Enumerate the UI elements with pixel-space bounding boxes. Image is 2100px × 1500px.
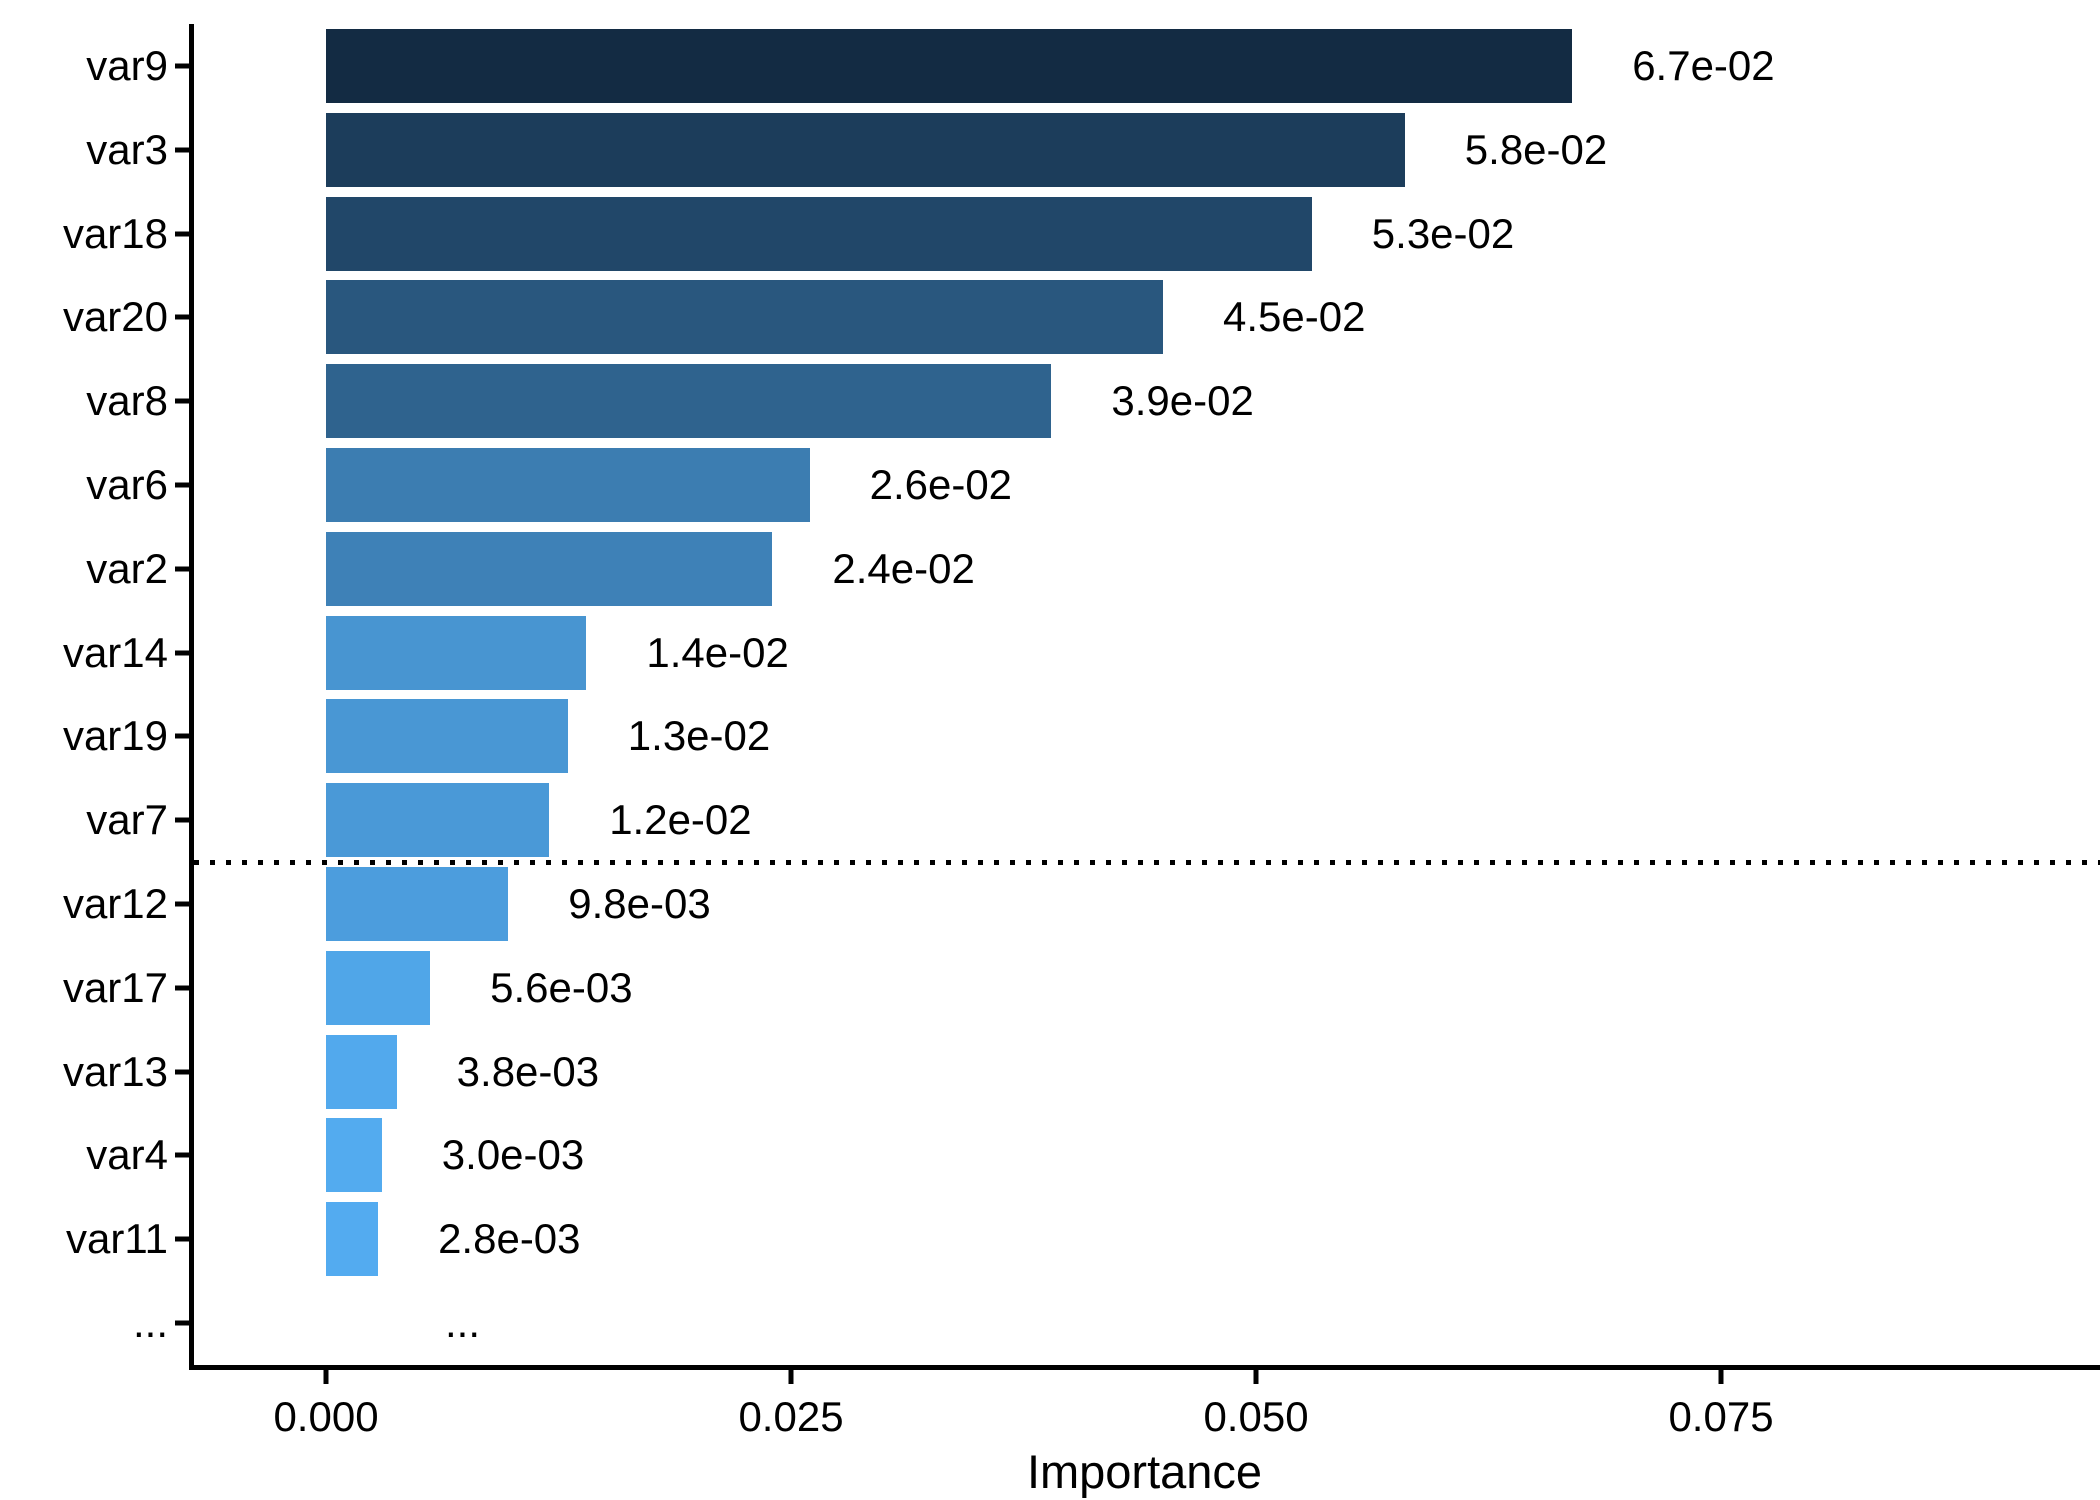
y-axis-label: var4 [86,1131,168,1179]
bar-value-label: 2.8e-03 [438,1215,581,1263]
bar-row: 6.7e-02 [194,24,2100,108]
bar-row: 3.9e-02 [194,359,2100,443]
y-axis-label: var8 [86,377,168,425]
bar-row: 9.8e-03 [194,862,2100,946]
bar-row: 5.3e-02 [194,192,2100,276]
y-axis-tick [175,901,189,907]
bar-value-label: 2.4e-02 [832,544,975,592]
bar [326,867,508,942]
bar [326,531,772,606]
bar-row: 5.8e-02 [194,108,2100,192]
y-axis-tick [175,1069,189,1075]
bar-value-label: 5.6e-03 [490,963,633,1011]
bar-value-label: 4.5e-02 [1223,293,1366,341]
y-axis-tick [175,314,189,320]
x-axis-tick [323,1370,329,1384]
y-axis-tick [175,1236,189,1242]
bar [326,699,568,774]
bar-value-label: 3.0e-03 [441,1131,585,1179]
y-axis-tick [175,63,189,69]
bar-rows: 6.7e-02 5.8e-02 5.3e-02 4.5e-02 3.9e-02 2.6e-… [194,24,2100,1365]
bar [326,615,586,690]
y-axis-tick [175,1152,189,1158]
threshold-dotted-line [194,859,2100,865]
x-axis-tick-label: 0.075 [1668,1393,1774,1440]
y-axis-label: var17 [62,963,168,1011]
y-axis-label: var12 [62,880,168,928]
y-axis-tick [175,733,189,739]
y-axis-label: var9 [86,41,168,89]
bar [326,783,549,858]
y-axis-tick [175,231,189,237]
bar-row: 1.2e-02 [194,778,2100,862]
y-axis-label: var18 [62,209,168,257]
ellipsis-panel-label: ... [445,1299,481,1347]
y-axis-label: var3 [86,125,168,173]
y-axis-tick [175,817,189,823]
bar [326,1118,382,1193]
bar-row: 1.4e-02 [194,611,2100,695]
y-axis-tick [175,1320,189,1326]
y-axis-label: var6 [86,460,168,508]
x-axis-tick [1253,1370,1259,1384]
bar-value-label: 5.8e-02 [1464,125,1608,173]
bar [326,364,1051,439]
y-axis-label: var7 [86,796,168,844]
y-axis-tick [175,147,189,153]
bar-row: 2.8e-03 [194,1197,2100,1281]
bar-value-label: 6.7e-02 [1632,41,1775,89]
bar-value-label: 3.8e-03 [456,1047,600,1095]
bar [326,447,810,522]
x-axis-tick [788,1370,794,1384]
x-axis-tick-label: 0.050 [1203,1393,1309,1440]
bar-value-label: 9.8e-03 [568,880,711,928]
bar [326,28,1572,103]
bar-row: 1.3e-02 [194,695,2100,779]
bar [326,1202,378,1277]
y-axis-label: ... [132,1299,168,1347]
y-axis-tick [175,650,189,656]
bar [326,196,1312,271]
y-axis-label: var11 [66,1215,168,1263]
bar-value-label: 2.6e-02 [869,460,1013,508]
bar-value-label: 3.9e-02 [1111,377,1254,425]
plot-panel: 6.7e-02 5.8e-02 5.3e-02 4.5e-02 3.9e-02 2.6e-… [189,24,2100,1370]
bar [326,1034,397,1109]
bar-value-label: 1.4e-02 [646,628,789,676]
y-axis-label: var13 [62,1047,168,1095]
bar-row: 3.8e-03 [194,1030,2100,1114]
x-axis-tick [1718,1370,1724,1384]
bar-row: 2.6e-02 [194,443,2100,527]
y-axis-label: var19 [62,712,168,760]
bar-row: ... [194,1281,2100,1365]
bar-row: 5.6e-03 [194,946,2100,1030]
x-axis-title: Importance [1026,1445,1263,1498]
bar [326,112,1405,187]
y-axis-tick [175,398,189,404]
y-axis-label: var2 [86,544,168,592]
bar-value-label: 5.3e-02 [1371,209,1515,257]
x-axis-tick-label: 0.000 [273,1393,379,1440]
bar [326,280,1163,355]
x-axis-tick-label: 0.025 [738,1393,844,1440]
y-axis-tick [175,482,189,488]
y-axis-label: var20 [62,293,168,341]
y-axis-tick [175,566,189,572]
bar [326,950,430,1025]
bar-row: 2.4e-02 [194,527,2100,611]
bar-value-label: 1.3e-02 [627,712,771,760]
bar-value-label: 1.2e-02 [609,796,752,844]
y-axis-tick [175,985,189,991]
y-axis-label: var14 [62,628,168,676]
bar-row: 4.5e-02 [194,275,2100,359]
bar-row: 3.0e-03 [194,1114,2100,1198]
